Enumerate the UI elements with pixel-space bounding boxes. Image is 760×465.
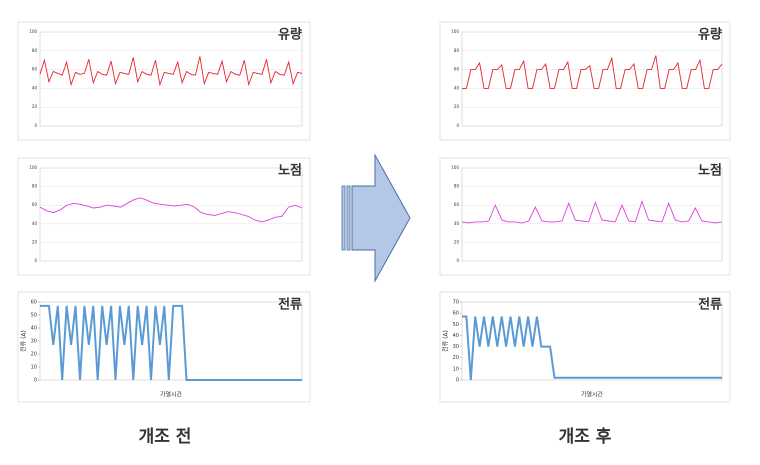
y-tick-label: 20 <box>32 239 38 244</box>
y-tick-label: 30 <box>453 344 459 350</box>
y-tick-label: 60 <box>32 67 38 72</box>
x-axis-label: 가열시간 <box>581 391 604 399</box>
y-tick-label: 60 <box>31 300 37 306</box>
y-tick-label: 40 <box>453 333 459 339</box>
data-line <box>39 56 303 87</box>
y-tick-label: 40 <box>32 85 38 90</box>
y-tick-label: 100 <box>29 29 37 34</box>
data-line <box>39 197 303 223</box>
y-tick-label: 50 <box>453 322 459 328</box>
y-axis-label: 전류 (A) <box>20 330 28 352</box>
data-line <box>462 55 723 89</box>
panel-title: 노점 <box>698 164 722 179</box>
y-tick-label: 0 <box>34 378 37 384</box>
y-tick-label: 80 <box>32 48 38 53</box>
y-tick-label: 20 <box>32 104 38 109</box>
y-tick-label: 70 <box>453 300 459 306</box>
y-tick-label: 80 <box>454 48 460 53</box>
panel <box>17 21 311 141</box>
y-tick-label: 0 <box>456 123 459 128</box>
y-tick-label: 0 <box>34 123 37 128</box>
y-axis-label: 전류 (A) <box>442 330 450 352</box>
y-tick-label: 50 <box>31 313 37 319</box>
y-tick-label: 20 <box>454 239 460 244</box>
panel-title: 유량 <box>278 28 302 43</box>
y-tick-label: 60 <box>453 311 459 317</box>
data-line <box>40 304 302 381</box>
y-tick-label: 100 <box>451 165 459 170</box>
panel-title: 유량 <box>698 28 722 43</box>
caption: 개조 전 <box>139 427 192 447</box>
panel-title: 노점 <box>278 164 302 179</box>
y-tick-label: 0 <box>456 258 459 263</box>
y-tick-label: 80 <box>454 184 460 189</box>
y-tick-label: 40 <box>31 326 37 332</box>
panel-title: 전류 <box>278 297 302 313</box>
y-tick-label: 40 <box>32 221 38 226</box>
panel <box>439 291 731 403</box>
y-tick-label: 40 <box>454 85 460 90</box>
y-tick-label: 0 <box>456 378 459 384</box>
y-tick-label: 10 <box>453 366 459 372</box>
panel <box>17 157 311 276</box>
y-tick-label: 20 <box>453 355 459 361</box>
y-tick-label: 100 <box>451 29 459 34</box>
panel-title: 전류 <box>698 297 722 313</box>
y-tick-label: 30 <box>31 339 37 345</box>
panel <box>439 21 731 141</box>
y-tick-label: 0 <box>34 258 37 263</box>
arrow <box>341 153 411 283</box>
y-tick-label: 20 <box>454 104 460 109</box>
plot-area <box>461 301 723 381</box>
y-tick-label: 10 <box>31 365 37 371</box>
y-tick-label: 40 <box>454 221 460 226</box>
caption: 개조 후 <box>559 426 612 447</box>
y-tick-label: 100 <box>29 165 37 170</box>
panel <box>439 157 731 276</box>
y-tick-label: 80 <box>32 184 38 189</box>
y-tick-label: 60 <box>32 202 38 207</box>
x-axis-label: 가열시간 <box>160 391 183 399</box>
data-line <box>461 200 723 224</box>
y-tick-label: 60 <box>454 202 460 207</box>
y-tick-label: 20 <box>31 352 37 358</box>
y-tick-label: 60 <box>454 67 460 72</box>
data-line <box>462 315 722 381</box>
